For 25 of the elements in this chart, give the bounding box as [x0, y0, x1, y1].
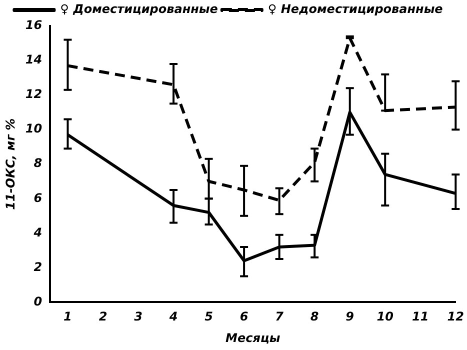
x-tick-label: 7 [275, 310, 284, 324]
y-tick-label: 2 [34, 260, 42, 274]
y-tick-label: 14 [25, 52, 42, 67]
x-tick-label: 6 [240, 310, 248, 324]
legend-label: ♀ Недоместицированные [268, 2, 443, 16]
x-tick-label: 9 [346, 310, 354, 324]
y-axis-title: 11-ОКС, мг % [3, 118, 18, 210]
x-tick-label: 12 [447, 310, 464, 324]
x-tick-label: 8 [310, 310, 319, 324]
x-tick-label: 10 [376, 310, 394, 324]
y-tick-label: 0 [34, 294, 42, 308]
y-tick-label: 16 [25, 18, 42, 32]
y-tick-label: 12 [25, 87, 42, 102]
x-tick-label: 5 [204, 310, 213, 324]
y-tick-label: 8 [34, 156, 42, 170]
y-tick-label: 6 [34, 190, 42, 205]
y-tick-label: 4 [32, 225, 42, 240]
x-tick-label: 4 [168, 310, 178, 324]
x-axis-title: Месяцы [226, 330, 280, 345]
x-tick-label: 1 [64, 310, 72, 324]
legend-label: ♀ Доместицированные [60, 2, 218, 16]
x-tick-label: 3 [134, 310, 142, 324]
x-tick-label: 2 [98, 310, 108, 324]
x-tick-label: 11 [412, 310, 429, 324]
y-tick-label: 10 [25, 122, 42, 136]
